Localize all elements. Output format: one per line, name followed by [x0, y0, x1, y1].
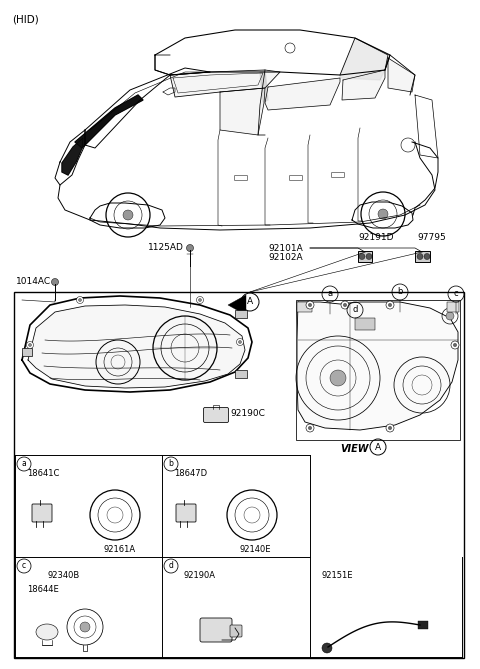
- Circle shape: [79, 298, 82, 302]
- FancyBboxPatch shape: [230, 625, 242, 637]
- Circle shape: [388, 303, 392, 307]
- Text: 18647D: 18647D: [174, 469, 207, 478]
- FancyBboxPatch shape: [200, 618, 232, 642]
- Circle shape: [378, 209, 388, 219]
- Circle shape: [453, 343, 457, 347]
- Text: 92151E: 92151E: [322, 571, 353, 580]
- FancyBboxPatch shape: [235, 370, 247, 378]
- Circle shape: [446, 312, 454, 320]
- Polygon shape: [260, 70, 268, 102]
- FancyBboxPatch shape: [297, 302, 312, 312]
- Text: d: d: [168, 561, 173, 571]
- Polygon shape: [28, 305, 245, 388]
- Circle shape: [308, 303, 312, 307]
- Polygon shape: [170, 70, 280, 97]
- FancyBboxPatch shape: [289, 175, 302, 181]
- Polygon shape: [388, 58, 415, 92]
- Polygon shape: [342, 70, 385, 100]
- Circle shape: [123, 210, 133, 220]
- Text: 92161A: 92161A: [103, 545, 135, 554]
- FancyBboxPatch shape: [176, 504, 196, 522]
- Polygon shape: [265, 78, 340, 110]
- Circle shape: [76, 296, 84, 304]
- Circle shape: [199, 298, 202, 302]
- FancyBboxPatch shape: [32, 504, 52, 522]
- Text: b: b: [168, 460, 173, 468]
- Text: (HID): (HID): [12, 14, 39, 24]
- Circle shape: [322, 643, 332, 653]
- Circle shape: [386, 301, 394, 309]
- FancyBboxPatch shape: [355, 318, 375, 330]
- Circle shape: [341, 301, 349, 309]
- Circle shape: [51, 278, 59, 286]
- Text: 92190A: 92190A: [184, 571, 216, 580]
- Text: 92190C: 92190C: [230, 409, 265, 417]
- Circle shape: [366, 254, 372, 260]
- Text: a: a: [22, 460, 26, 468]
- Polygon shape: [62, 138, 83, 175]
- Text: 92140E: 92140E: [240, 545, 272, 554]
- Circle shape: [306, 424, 314, 432]
- Circle shape: [306, 301, 314, 309]
- FancyBboxPatch shape: [22, 348, 32, 356]
- FancyBboxPatch shape: [235, 310, 247, 318]
- Circle shape: [80, 622, 90, 632]
- Text: 1014AC: 1014AC: [16, 278, 51, 286]
- Text: a: a: [327, 290, 333, 298]
- Polygon shape: [220, 88, 265, 135]
- Circle shape: [424, 254, 430, 260]
- Text: A: A: [247, 298, 253, 306]
- Polygon shape: [75, 95, 143, 148]
- Circle shape: [26, 341, 34, 349]
- FancyBboxPatch shape: [204, 407, 228, 423]
- Circle shape: [187, 244, 193, 252]
- Circle shape: [343, 303, 347, 307]
- Circle shape: [388, 426, 392, 430]
- FancyBboxPatch shape: [358, 251, 372, 262]
- Text: 92101A: 92101A: [268, 244, 303, 253]
- FancyBboxPatch shape: [235, 175, 248, 181]
- Text: 92191D: 92191D: [358, 233, 394, 242]
- Text: 97795: 97795: [417, 233, 446, 242]
- Circle shape: [386, 424, 394, 432]
- Polygon shape: [340, 38, 388, 80]
- FancyBboxPatch shape: [14, 292, 464, 658]
- Circle shape: [237, 339, 243, 345]
- Polygon shape: [297, 302, 458, 430]
- Text: c: c: [454, 290, 458, 298]
- Circle shape: [28, 343, 32, 347]
- Text: c: c: [22, 561, 26, 571]
- Text: d: d: [352, 306, 358, 314]
- Circle shape: [239, 341, 241, 343]
- Text: b: b: [397, 288, 403, 296]
- Text: 1125AD: 1125AD: [148, 242, 184, 252]
- Ellipse shape: [36, 624, 58, 640]
- FancyBboxPatch shape: [415, 251, 430, 262]
- Text: 92102A: 92102A: [268, 253, 302, 262]
- FancyBboxPatch shape: [332, 173, 345, 177]
- Circle shape: [417, 254, 423, 260]
- Text: 18644E: 18644E: [27, 585, 59, 594]
- Polygon shape: [228, 295, 246, 315]
- FancyBboxPatch shape: [296, 300, 460, 440]
- Circle shape: [196, 296, 204, 304]
- Text: 92340B: 92340B: [47, 571, 79, 580]
- Text: 18641C: 18641C: [27, 469, 60, 478]
- FancyBboxPatch shape: [418, 621, 428, 629]
- FancyBboxPatch shape: [447, 302, 459, 312]
- Circle shape: [330, 370, 346, 386]
- Circle shape: [451, 341, 459, 349]
- Text: A: A: [375, 442, 381, 452]
- Circle shape: [359, 254, 365, 260]
- Text: VIEW: VIEW: [340, 444, 369, 454]
- Circle shape: [308, 426, 312, 430]
